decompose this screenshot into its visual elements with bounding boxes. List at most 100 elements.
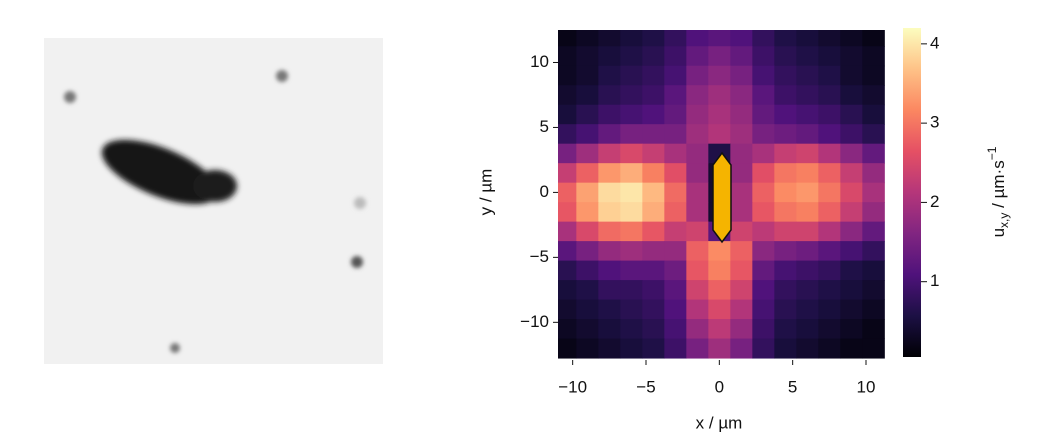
heatmap-cell xyxy=(774,65,797,86)
heatmap-cell xyxy=(686,65,709,86)
colorbar-tick-label: 2 xyxy=(930,192,939,211)
heatmap-cell xyxy=(686,104,709,125)
heatmap-cell xyxy=(642,104,665,125)
heatmap-cell xyxy=(664,221,687,242)
heatmap-cell xyxy=(664,299,687,320)
heatmap-cell xyxy=(708,46,731,67)
heatmap-cell xyxy=(576,202,599,223)
heatmap-cell xyxy=(664,124,687,145)
heatmap-cell xyxy=(598,85,621,106)
heatmap-cell xyxy=(730,30,753,47)
heatmap-cell xyxy=(686,299,709,320)
heatmap-cell xyxy=(818,221,841,242)
heatmap-cell xyxy=(840,143,863,164)
heatmap-cell xyxy=(576,260,599,281)
heatmap-cell xyxy=(818,338,841,359)
heatmap-cell xyxy=(664,260,687,281)
heatmap-cell xyxy=(774,221,797,242)
x-tick-label: −5 xyxy=(636,377,655,396)
heatmap-cell xyxy=(840,241,863,262)
heatmap-cell xyxy=(730,299,753,320)
heatmap-cell xyxy=(620,85,643,106)
heatmap-cell xyxy=(598,338,621,359)
heatmap-cell xyxy=(642,260,665,281)
heatmap-cell xyxy=(840,46,863,67)
heatmap-cell xyxy=(730,65,753,86)
heatmap-cell xyxy=(840,338,863,359)
heatmap-cell xyxy=(558,319,577,340)
heatmap-cell xyxy=(576,299,599,320)
heatmap-cell xyxy=(686,319,709,340)
heatmap-cell xyxy=(774,143,797,164)
heatmap-cell xyxy=(576,143,599,164)
heatmap-cell xyxy=(818,163,841,184)
heatmap xyxy=(558,30,885,359)
heatmap-cell xyxy=(840,124,863,145)
heatmap-cell xyxy=(576,65,599,86)
heatmap-cell xyxy=(558,338,577,359)
heatmap-cell xyxy=(840,260,863,281)
heatmap-cell xyxy=(730,143,753,164)
heatmap-cell xyxy=(558,260,577,281)
heatmap-cell xyxy=(576,46,599,67)
heatmap-cell xyxy=(862,143,885,164)
heatmap-cell xyxy=(686,85,709,106)
heatmap-cell xyxy=(752,280,775,301)
heatmap-cell xyxy=(818,241,841,262)
heatmap-cell xyxy=(730,338,753,359)
heatmap-cell xyxy=(862,182,885,203)
heatmap-cell xyxy=(620,319,643,340)
heatmap-cell xyxy=(558,241,577,262)
heatmap-cell xyxy=(664,280,687,301)
x-axis-label: x / µm xyxy=(696,413,743,432)
heatmap-cell xyxy=(862,221,885,242)
heatmap-cell xyxy=(796,280,819,301)
heatmap-cell xyxy=(576,319,599,340)
heatmap-cell xyxy=(752,221,775,242)
heatmap-cell xyxy=(664,85,687,106)
heatmap-cell xyxy=(620,338,643,359)
heatmap-cell xyxy=(730,202,753,223)
heatmap-cell xyxy=(730,260,753,281)
heatmap-cell xyxy=(576,30,599,47)
heatmap-cell xyxy=(840,299,863,320)
heatmap-cell xyxy=(598,299,621,320)
heatmap-cell xyxy=(708,104,731,125)
heatmap-cell xyxy=(708,319,731,340)
x-tick-label: −10 xyxy=(558,377,587,396)
heatmap-cell xyxy=(686,260,709,281)
heatmap-cell xyxy=(642,182,665,203)
heatmap-cell xyxy=(730,124,753,145)
heatmap-cell xyxy=(840,163,863,184)
heatmap-cell xyxy=(598,260,621,281)
heatmap-cell xyxy=(686,182,709,203)
heatmap-cell xyxy=(642,143,665,164)
heatmap-cell xyxy=(598,280,621,301)
heatmap-cell xyxy=(598,104,621,125)
heatmap-cell xyxy=(730,241,753,262)
heatmap-cell xyxy=(642,124,665,145)
heatmap-cell xyxy=(620,143,643,164)
heatmap-cell xyxy=(558,30,577,47)
heatmap-cell xyxy=(862,30,885,47)
heatmap-cell xyxy=(642,85,665,106)
heatmap-cell xyxy=(862,241,885,262)
heatmap-cell xyxy=(620,202,643,223)
heatmap-cell xyxy=(598,65,621,86)
heatmap-cell xyxy=(620,124,643,145)
colorbar-tick-label: 3 xyxy=(930,113,939,132)
heatmap-cell xyxy=(862,104,885,125)
heatmap-cell xyxy=(686,202,709,223)
heatmap-cell xyxy=(558,280,577,301)
heatmap-cell xyxy=(686,338,709,359)
heatmap-cell xyxy=(620,65,643,86)
heatmap-cell xyxy=(862,46,885,67)
colorbar-label-sup: −1 xyxy=(985,146,999,160)
heatmap-cell xyxy=(708,299,731,320)
heatmap-cell xyxy=(598,202,621,223)
heatmap-cell xyxy=(620,299,643,320)
heatmap-cell xyxy=(796,241,819,262)
heatmap-cell xyxy=(774,163,797,184)
heatmap-cell xyxy=(796,30,819,47)
heatmap-cell xyxy=(752,260,775,281)
